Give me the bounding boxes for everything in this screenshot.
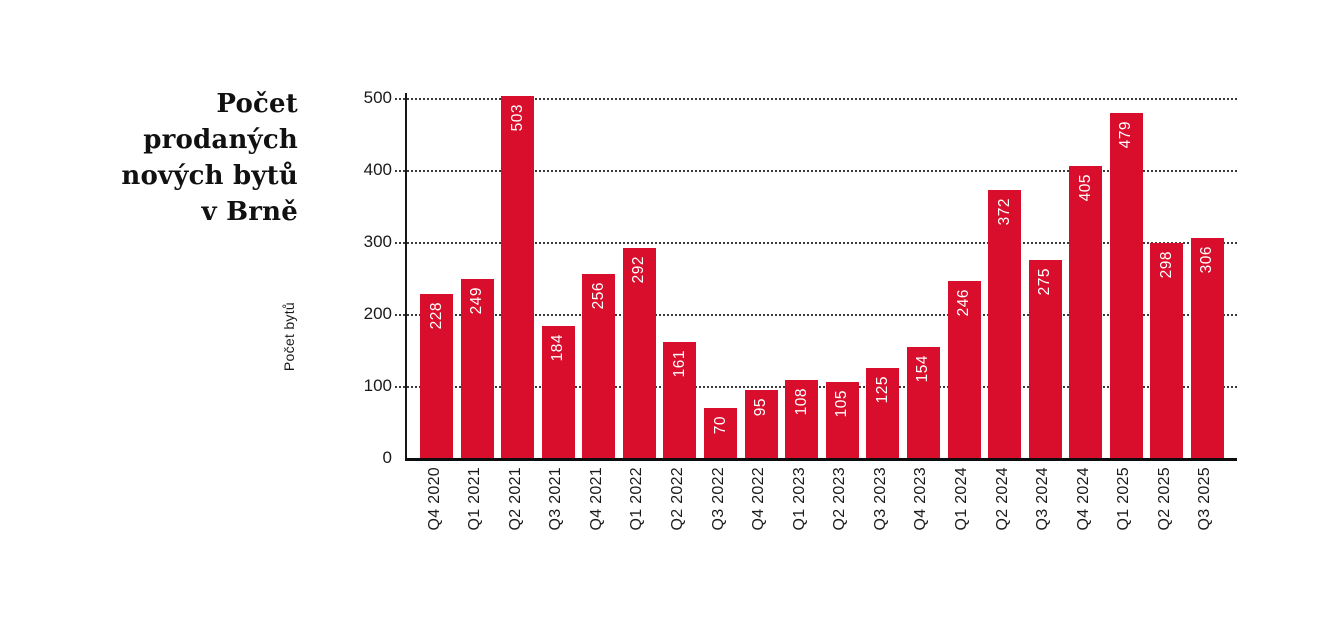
x-axis-tick-label: Q3 2023 — [871, 467, 889, 531]
x-label-cell: Q2 2024 — [986, 467, 1019, 530]
gridline-200 — [395, 314, 1237, 316]
bar: 405 — [1069, 166, 1103, 458]
bar: 503 — [501, 95, 535, 458]
bar-value-label: 70 — [711, 415, 729, 434]
x-axis-tick-label: Q1 2025 — [1115, 467, 1133, 531]
chart-title-line-3: v Brně — [201, 197, 298, 227]
x-axis-tick-label: Q1 2021 — [466, 467, 484, 531]
x-axis-tick-label: Q2 2024 — [993, 467, 1011, 531]
bar-value-label: 125 — [873, 376, 891, 404]
bar-value-label: 405 — [1076, 174, 1094, 202]
bar: 105 — [825, 382, 859, 458]
x-label-cell: Q1 2025 — [1108, 467, 1141, 530]
bar-value-label: 246 — [955, 288, 973, 317]
bar-value-label: 108 — [792, 388, 810, 416]
bar: 292 — [622, 247, 656, 458]
x-axis-tick-label: Q4 2024 — [1074, 467, 1092, 531]
x-label-cell: Q3 2023 — [864, 467, 897, 530]
bar: 161 — [663, 342, 697, 458]
y-axis-label: Počet bytů — [281, 302, 297, 372]
plot-area: 228 249 503 184 256 292 161 70 95 108 105 125 154 246… — [395, 93, 1237, 461]
bar: 184 — [541, 325, 575, 458]
x-label-cell: Q1 2021 — [459, 467, 492, 530]
bar-value-label: 256 — [589, 281, 607, 310]
x-label-cell: Q3 2021 — [540, 467, 573, 530]
x-label-cell: Q3 2025 — [1189, 467, 1222, 530]
bar-value-label: 306 — [1198, 245, 1216, 274]
bar-value-label: 95 — [752, 397, 770, 416]
y-tick-100: 100 — [363, 376, 392, 395]
gridline-400 — [395, 170, 1237, 172]
x-label-cell: Q1 2022 — [621, 467, 654, 530]
y-tick-500: 500 — [363, 88, 392, 107]
x-axis-tick-label: Q2 2022 — [668, 467, 686, 531]
x-axis-tick-label: Q4 2021 — [587, 467, 605, 531]
chart-title: Počet prodaných nových bytů v Brně — [58, 86, 298, 230]
x-axis-tick-label: Q1 2022 — [628, 467, 646, 531]
bar: 108 — [785, 380, 819, 458]
x-axis-tick-label: Q4 2020 — [425, 467, 443, 531]
bar: 256 — [582, 273, 616, 458]
y-tick-400: 400 — [363, 160, 392, 179]
x-label-cell: Q2 2023 — [824, 467, 857, 530]
bar: 95 — [744, 389, 778, 458]
bar-value-label: 298 — [1157, 251, 1175, 279]
x-label-cell: Q4 2020 — [418, 467, 451, 530]
bar-series: 228 249 503 184 256 292 161 70 95 108 105 125 154 246… — [407, 93, 1237, 458]
x-axis-labels: Q4 2020 Q1 2021 Q2 2021 Q3 2021 Q4 2021 Q1 20… — [405, 467, 1235, 562]
bar-value-label: 184 — [549, 333, 567, 361]
bar-value-label: 154 — [914, 355, 932, 383]
x-axis-tick-label: Q3 2022 — [709, 467, 727, 531]
bar: 125 — [866, 368, 900, 458]
bar-value-label: 292 — [630, 255, 648, 284]
gridline-500 — [395, 98, 1237, 100]
chart-title-line-1: Počet prodaných — [143, 89, 298, 155]
x-label-cell: Q1 2024 — [946, 467, 979, 530]
x-axis-tick-label: Q3 2024 — [1034, 467, 1052, 531]
x-axis-tick-label: Q4 2023 — [912, 467, 930, 531]
x-axis-tick-label: Q3 2025 — [1196, 467, 1214, 531]
x-label-cell: Q2 2025 — [1148, 467, 1181, 530]
bar-value-label: 479 — [1117, 121, 1135, 149]
bar-value-label: 372 — [995, 198, 1013, 226]
x-axis-tick-label: Q2 2025 — [1155, 467, 1173, 531]
bar: 246 — [947, 280, 981, 458]
x-axis-tick-label: Q1 2023 — [790, 467, 808, 531]
bar: 298 — [1150, 243, 1184, 458]
x-axis-tick-label: Q1 2024 — [953, 467, 971, 531]
bar-value-label: 249 — [468, 286, 486, 315]
gridline-300 — [395, 242, 1237, 244]
x-label-cell: Q4 2024 — [1067, 467, 1100, 530]
chart-title-line-2: nových bytů — [121, 161, 298, 191]
y-tick-200: 200 — [363, 304, 392, 323]
x-label-cell: Q4 2021 — [580, 467, 613, 530]
bar: 372 — [988, 190, 1022, 458]
x-label-cell: Q3 2022 — [702, 467, 735, 530]
bar: 154 — [906, 347, 940, 458]
bar: 70 — [704, 407, 738, 458]
x-axis-tick-label: Q3 2021 — [547, 467, 565, 531]
x-label-cell: Q3 2024 — [1027, 467, 1060, 530]
bar-value-label: 161 — [670, 350, 688, 378]
bar: 479 — [1109, 113, 1143, 458]
bar-value-label: 275 — [1036, 268, 1054, 296]
x-axis-tick-label: Q2 2021 — [506, 467, 524, 531]
x-label-cell: Q2 2021 — [499, 467, 532, 530]
x-axis-tick-label: Q4 2022 — [750, 467, 768, 531]
x-label-cell: Q1 2023 — [783, 467, 816, 530]
bar-value-label: 228 — [427, 301, 445, 330]
bar: 275 — [1028, 260, 1062, 458]
bar-value-label: 105 — [833, 390, 851, 418]
x-label-cell: Q2 2022 — [661, 467, 694, 530]
y-tick-0: 0 — [382, 448, 392, 467]
bar: 249 — [460, 278, 494, 458]
bar-value-label: 503 — [508, 103, 526, 132]
bar: 306 — [1190, 237, 1224, 458]
y-tick-300: 300 — [363, 232, 392, 251]
x-axis-tick-label: Q2 2023 — [831, 467, 849, 531]
bar: 228 — [420, 293, 453, 458]
x-label-cell: Q4 2023 — [905, 467, 938, 530]
x-label-cell: Q4 2022 — [743, 467, 776, 530]
